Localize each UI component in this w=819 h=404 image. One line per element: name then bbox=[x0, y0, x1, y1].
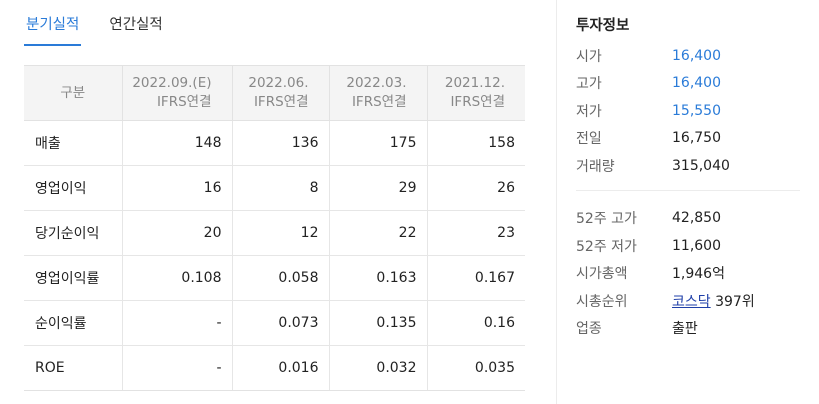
table-cell: 8 bbox=[232, 165, 330, 211]
table-cell: 0.163 bbox=[329, 255, 428, 301]
header-period: 2022.09.(E) IFRS연결 bbox=[122, 65, 233, 121]
period-tabs: 분기실적 연간실적 bbox=[24, 0, 191, 46]
tab-annual[interactable]: 연간실적 bbox=[109, 17, 163, 33]
table-cell: 16 bbox=[122, 165, 233, 211]
week52-high-label: 52주 고가 bbox=[576, 211, 637, 227]
volume-row: 거래량 315,040 bbox=[576, 152, 800, 180]
row-label: 매출 bbox=[24, 120, 123, 166]
table-row: 순이익률 - 0.073 0.135 0.16 bbox=[24, 300, 525, 346]
table-row: 당기순이익 20 12 22 23 bbox=[24, 210, 525, 256]
open-price-value: 16,400 bbox=[672, 48, 721, 64]
table-cell: 0.058 bbox=[232, 255, 330, 301]
section-divider bbox=[576, 190, 800, 191]
high-price-label: 고가 bbox=[576, 76, 602, 92]
volume-value: 315,040 bbox=[672, 158, 730, 174]
table-cell: 0.108 bbox=[122, 255, 233, 301]
row-label: 당기순이익 bbox=[24, 210, 123, 256]
row-label: 영업이익 bbox=[24, 165, 123, 211]
header-period: 2021.12. IFRS연결 bbox=[427, 65, 525, 121]
week52-low-row: 52주 저가 11,600 bbox=[576, 232, 800, 260]
week52-low-label: 52주 저가 bbox=[576, 239, 637, 255]
week52-high-row: 52주 고가 42,850 bbox=[576, 204, 800, 232]
row-label: 순이익률 bbox=[24, 300, 123, 346]
table-row: ROE - 0.016 0.032 0.035 bbox=[24, 345, 525, 391]
industry-label: 업종 bbox=[576, 321, 602, 337]
header-period: 2022.03. IFRS연결 bbox=[329, 65, 428, 121]
industry-row: 업종 출판 bbox=[576, 314, 800, 342]
table-row: 영업이익 16 8 29 26 bbox=[24, 165, 525, 211]
open-price-row: 시가 16,400 bbox=[576, 42, 800, 70]
prev-close-label: 전일 bbox=[576, 131, 602, 147]
table-cell: 0.167 bbox=[427, 255, 525, 301]
table-cell: 0.135 bbox=[329, 300, 428, 346]
table-cell: - bbox=[122, 345, 233, 391]
performance-table: 구분 2022.09.(E) IFRS연결 2022.06. IFRS연결 2022… bbox=[24, 65, 525, 391]
low-price-label: 저가 bbox=[576, 104, 602, 120]
row-label: ROE bbox=[24, 345, 123, 391]
table-row: 영업이익률 0.108 0.058 0.163 0.167 bbox=[24, 255, 525, 301]
low-price-row: 저가 15,550 bbox=[576, 97, 800, 125]
open-price-label: 시가 bbox=[576, 49, 602, 65]
table-cell: 12 bbox=[232, 210, 330, 256]
table-cell: 23 bbox=[427, 210, 525, 256]
table-cell: 0.032 bbox=[329, 345, 428, 391]
industry-link[interactable]: 출판 bbox=[672, 321, 698, 337]
market-rank-row: 시총순위 코스닥 397위 bbox=[576, 287, 800, 315]
market-link[interactable]: 코스닥 bbox=[672, 294, 711, 310]
table-cell: 29 bbox=[329, 165, 428, 211]
table-cell: 0.035 bbox=[427, 345, 525, 391]
table-row: 매출 148 136 175 158 bbox=[24, 120, 525, 166]
table-cell: 136 bbox=[232, 120, 330, 166]
table-cell: 158 bbox=[427, 120, 525, 166]
panel-divider bbox=[556, 0, 557, 404]
high-price-row: 고가 16,400 bbox=[576, 69, 800, 97]
prev-close-value: 16,750 bbox=[672, 130, 721, 146]
header-category: 구분 bbox=[24, 65, 123, 121]
week52-low-value: 11,600 bbox=[672, 238, 721, 254]
market-rank-value: 코스닥 397위 bbox=[672, 291, 755, 311]
table-cell: 22 bbox=[329, 210, 428, 256]
performance-panel: 분기실적 연간실적 구분 2022.09.(E) IFRS연결 2022.06. I… bbox=[24, 0, 525, 391]
table-cell: 148 bbox=[122, 120, 233, 166]
header-period: 2022.06. IFRS연결 bbox=[232, 65, 330, 121]
tab-quarterly[interactable]: 분기실적 bbox=[24, 0, 82, 46]
table-header-row: 구분 2022.09.(E) IFRS연결 2022.06. IFRS연결 2022… bbox=[24, 65, 525, 121]
market-cap-row: 시가총액 1,946억 bbox=[576, 259, 800, 287]
market-cap-value: 1,946억 bbox=[672, 266, 725, 282]
table-cell: 0.16 bbox=[427, 300, 525, 346]
high-price-value: 16,400 bbox=[672, 75, 721, 91]
week52-high-value: 42,850 bbox=[672, 210, 721, 226]
prev-close-row: 전일 16,750 bbox=[576, 124, 800, 152]
table-cell: 0.016 bbox=[232, 345, 330, 391]
table-cell: - bbox=[122, 300, 233, 346]
table-cell: 175 bbox=[329, 120, 428, 166]
market-cap-label: 시가총액 bbox=[576, 266, 628, 282]
low-price-value: 15,550 bbox=[672, 103, 721, 119]
rank-number: 397위 bbox=[715, 294, 755, 310]
table-cell: 20 bbox=[122, 210, 233, 256]
table-cell: 26 bbox=[427, 165, 525, 211]
table-cell: 0.073 bbox=[232, 300, 330, 346]
volume-label: 거래량 bbox=[576, 159, 615, 175]
market-rank-label: 시총순위 bbox=[576, 294, 628, 310]
invest-title: 투자정보 bbox=[576, 18, 630, 34]
row-label: 영업이익률 bbox=[24, 255, 123, 301]
